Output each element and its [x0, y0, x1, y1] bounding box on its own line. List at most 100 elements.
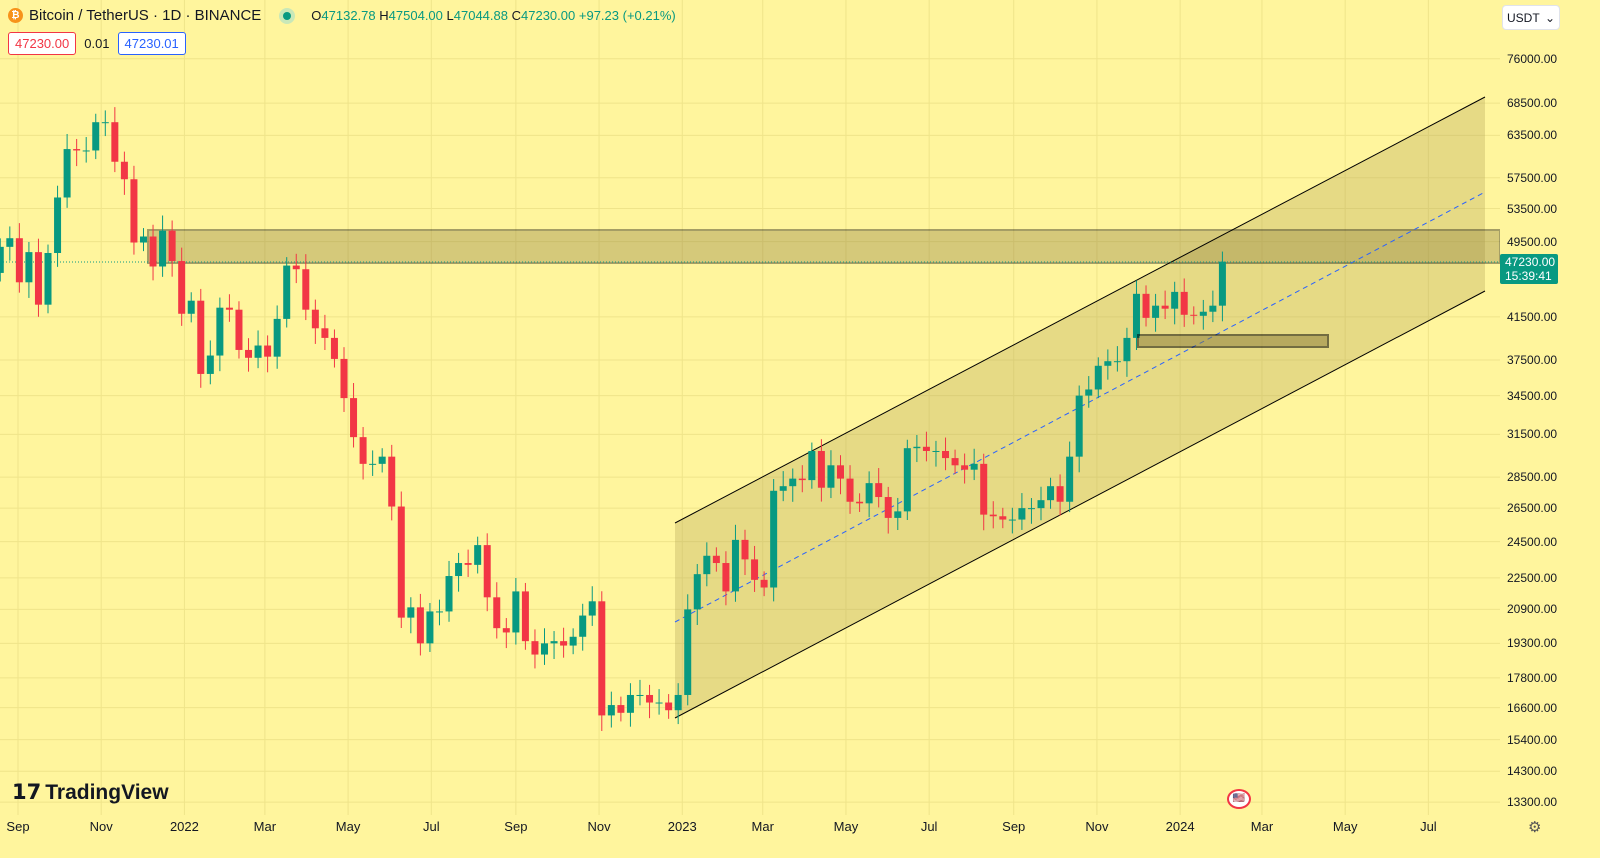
candle-body — [350, 398, 358, 438]
y-tick-label: 28500.00 — [1507, 470, 1558, 485]
candle-body — [693, 574, 701, 610]
candle-body — [1113, 361, 1121, 363]
candle-body — [1132, 293, 1140, 338]
x-tick-label: Sep — [6, 819, 30, 834]
candle-body — [197, 300, 205, 374]
candle-body — [884, 497, 892, 518]
candle-body — [512, 591, 520, 633]
candle-body — [980, 463, 988, 515]
x-tick-label: Mar — [253, 819, 277, 834]
candle-body — [684, 609, 692, 695]
buy-button[interactable]: 47230.01 — [117, 32, 186, 55]
x-tick-label: Mar — [1250, 819, 1274, 834]
candle-body — [789, 478, 797, 487]
spread-value: 0.01 — [84, 36, 110, 51]
y-tick-label: 22500.00 — [1507, 570, 1558, 585]
candle-body — [751, 559, 759, 580]
candle-body — [120, 161, 128, 180]
candle-body — [1199, 311, 1207, 316]
candle-body — [655, 702, 663, 704]
candle-body — [827, 465, 835, 488]
candle-body — [0, 246, 4, 273]
x-tick-label: Sep — [504, 819, 528, 834]
currency-select[interactable]: USDT ⌄ — [1502, 5, 1560, 30]
candle-body — [397, 506, 405, 618]
candle-body — [111, 122, 119, 162]
candle-body — [283, 265, 291, 319]
candle-body — [521, 591, 529, 642]
us-flag-icon[interactable]: 🇺🇸 — [1227, 789, 1251, 809]
candle-body — [54, 197, 62, 254]
candle-body — [722, 563, 730, 592]
support-zone[interactable] — [1137, 334, 1329, 348]
price-axis[interactable]: 76000.00 68500.00 63500.00 57500.00 53500.00… — [1500, 0, 1600, 858]
candle-body — [1190, 314, 1198, 316]
candle-body — [856, 501, 864, 504]
candle-body — [1085, 389, 1093, 396]
candle-body — [989, 514, 997, 517]
candle-body — [636, 694, 644, 696]
channel-lower-line[interactable] — [674, 290, 1486, 719]
y-tick-label: 53500.00 — [1507, 201, 1558, 216]
x-tick-label: Mar — [751, 819, 774, 834]
candle-body — [932, 450, 940, 452]
candle-body — [178, 261, 186, 314]
x-tick-label: Sep — [1002, 819, 1026, 834]
candle-body — [1018, 508, 1026, 520]
y-tick-label: 16600.00 — [1507, 700, 1558, 715]
candle-body — [1123, 337, 1131, 362]
y-tick-label: 15400.00 — [1507, 732, 1558, 747]
candle-body — [1094, 365, 1102, 390]
y-tick-label: 31500.00 — [1507, 427, 1558, 442]
candle-body — [903, 448, 911, 512]
candle-body — [435, 611, 443, 613]
ohlc-values: O47132.78 H47504.00 L47044.88 C47230.00 … — [311, 8, 676, 23]
candle-body — [206, 355, 214, 374]
candle-body — [149, 236, 157, 267]
resistance-zone[interactable] — [147, 229, 1500, 264]
candle-body — [378, 456, 386, 464]
gear-icon[interactable]: ⚙ — [1528, 819, 1542, 836]
grid — [0, 0, 1500, 815]
y-tick-label: 14300.00 — [1507, 764, 1558, 779]
candle-body — [321, 328, 329, 338]
candle-body — [1027, 508, 1035, 510]
candle-body — [235, 309, 243, 350]
y-tick-label: 20900.00 — [1507, 602, 1558, 617]
candle-body — [311, 309, 319, 329]
x-tick-label: Nov — [587, 819, 611, 834]
symbol-header: ₿ Bitcoin / TetherUS · 1D · BINANCE O471… — [8, 7, 676, 24]
candle-body — [626, 694, 634, 713]
candles — [0, 107, 1226, 732]
symbol-title[interactable]: Bitcoin / TetherUS · 1D · BINANCE — [29, 7, 262, 24]
candle-body — [493, 597, 501, 629]
y-tick-label: 63500.00 — [1507, 128, 1558, 143]
candle-body — [445, 576, 453, 612]
candle-body — [73, 149, 81, 151]
sell-button[interactable]: 47230.00 — [8, 32, 77, 55]
candle-body — [82, 150, 90, 152]
candle-body — [865, 483, 873, 504]
candle-body — [541, 643, 549, 655]
x-tick-label: Jul — [920, 819, 938, 834]
y-tick-label: 24500.00 — [1507, 534, 1558, 549]
candle-body — [951, 458, 959, 466]
candle-body — [1171, 291, 1179, 309]
y-tick-label: 41500.00 — [1507, 309, 1558, 324]
candle-body — [665, 702, 673, 711]
y-tick-label: 68500.00 — [1507, 96, 1558, 111]
tradingview-logo[interactable]: 𝟭𝟳 TradingView — [12, 780, 169, 805]
candle-body — [894, 511, 902, 518]
candle-body — [741, 539, 749, 560]
candle-body — [1037, 500, 1045, 509]
candle-body — [817, 450, 825, 488]
candle-body — [961, 465, 969, 470]
price-chart[interactable] — [0, 0, 1500, 815]
y-tick-label: 57500.00 — [1507, 170, 1558, 185]
x-tick-label: Jul — [1420, 819, 1437, 834]
candle-body — [779, 486, 787, 491]
x-tick-label: Nov — [1085, 819, 1109, 834]
candle-body — [302, 269, 310, 310]
candle-body — [588, 601, 596, 616]
candle-body — [550, 641, 558, 644]
